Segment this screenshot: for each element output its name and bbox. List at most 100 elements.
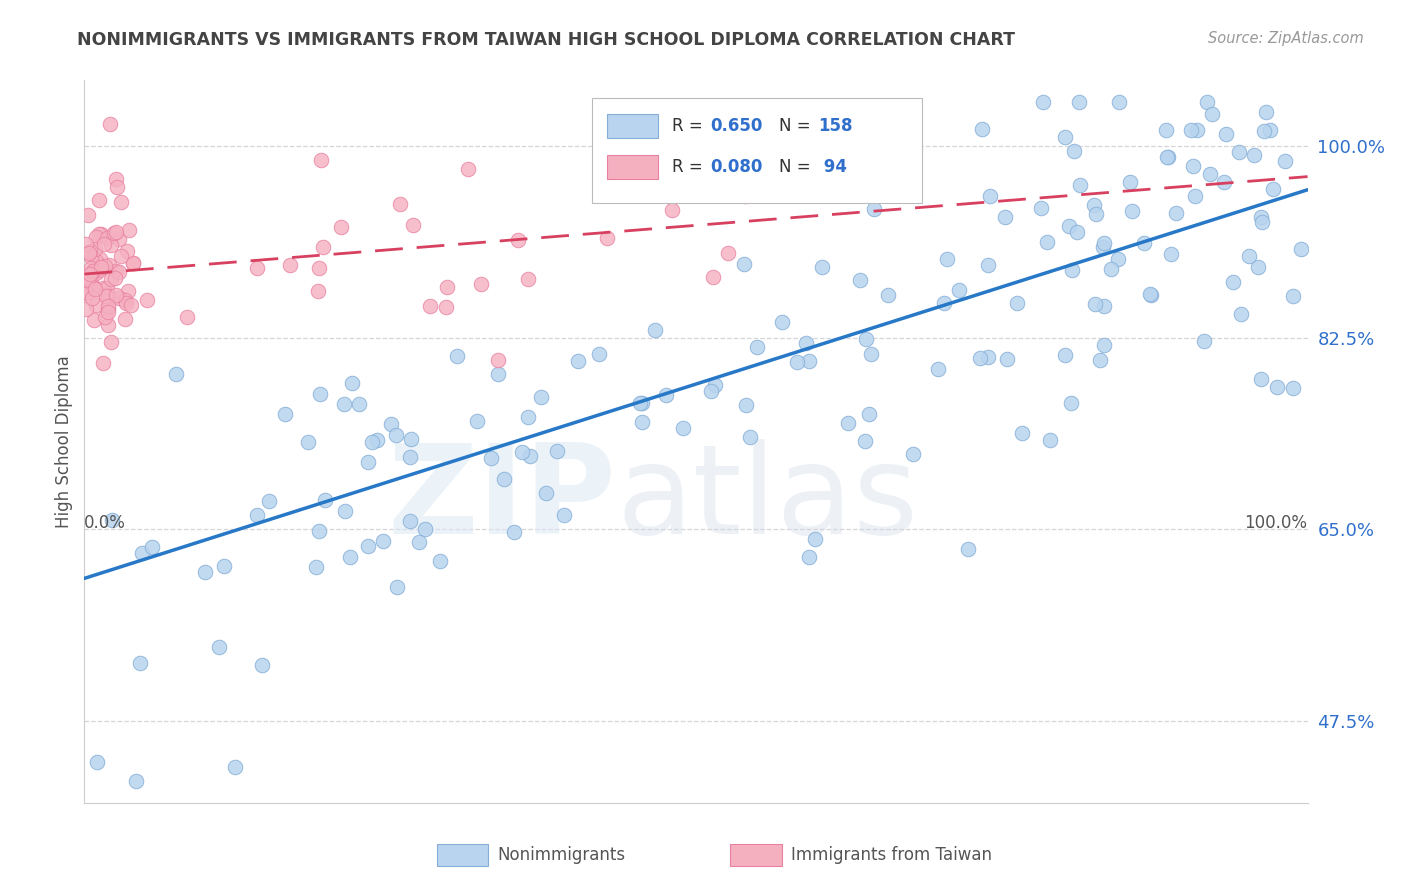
Point — [969, 351, 991, 366]
Point — [97, 304, 120, 318]
Point — [1092, 338, 1115, 352]
Point — [335, 504, 357, 518]
Point — [927, 361, 949, 376]
Point — [1237, 249, 1260, 263]
Point — [309, 153, 332, 168]
Point — [94, 310, 117, 324]
Text: 0.080: 0.080 — [710, 158, 763, 176]
Point — [1254, 105, 1277, 120]
Point — [876, 287, 898, 301]
Point — [408, 535, 430, 549]
Point — [165, 367, 187, 381]
Point — [457, 162, 479, 177]
Point — [84, 253, 107, 268]
Point — [118, 222, 141, 236]
Text: 94: 94 — [818, 158, 848, 176]
Text: 0.650: 0.650 — [710, 117, 763, 135]
Point — [1184, 189, 1206, 203]
Point — [804, 532, 827, 546]
Point — [80, 260, 103, 275]
Point — [96, 287, 118, 301]
Point — [349, 396, 371, 410]
Point — [105, 225, 128, 239]
Point — [1154, 123, 1177, 137]
Point — [1092, 235, 1115, 250]
Point — [274, 407, 297, 421]
Point — [849, 272, 872, 286]
Point — [770, 315, 793, 329]
Point — [1222, 276, 1244, 290]
Point — [1088, 353, 1111, 368]
Text: N =: N = — [779, 117, 815, 135]
Point — [1057, 219, 1080, 233]
Point — [83, 243, 105, 257]
Point — [108, 291, 131, 305]
Point — [110, 194, 132, 209]
Text: R =: R = — [672, 117, 707, 135]
FancyBboxPatch shape — [606, 154, 658, 179]
Point — [333, 397, 356, 411]
Point — [246, 261, 269, 276]
Point — [1160, 246, 1182, 260]
Point — [1092, 240, 1115, 254]
Point — [94, 259, 117, 273]
Point — [141, 541, 163, 555]
FancyBboxPatch shape — [437, 844, 488, 865]
Point — [446, 349, 468, 363]
Point — [419, 300, 441, 314]
Point — [93, 236, 115, 251]
Point — [86, 755, 108, 769]
Point — [80, 276, 103, 290]
Point — [863, 202, 886, 216]
Point — [339, 549, 361, 564]
FancyBboxPatch shape — [606, 113, 658, 138]
Point — [786, 354, 808, 368]
Point — [492, 472, 515, 486]
Point — [465, 414, 488, 428]
Point — [308, 261, 330, 276]
Point — [1187, 122, 1209, 136]
Point — [91, 281, 114, 295]
Point — [979, 189, 1001, 203]
Text: 158: 158 — [818, 117, 853, 135]
Point — [434, 300, 457, 314]
Point — [380, 417, 402, 431]
Point — [1227, 145, 1250, 159]
Point — [114, 293, 136, 307]
Point — [1230, 308, 1253, 322]
Point — [1011, 426, 1033, 441]
Point — [977, 351, 1000, 365]
Point — [87, 194, 110, 208]
Point — [84, 282, 107, 296]
Point — [519, 450, 541, 464]
Point — [1156, 150, 1178, 164]
Text: 100.0%: 100.0% — [1244, 514, 1308, 532]
Point — [1060, 263, 1083, 277]
Point — [1213, 175, 1236, 189]
Point — [733, 257, 755, 271]
Point — [734, 188, 756, 202]
Point — [297, 434, 319, 449]
Point — [96, 281, 118, 295]
Point — [661, 203, 683, 218]
Point — [131, 546, 153, 560]
Point — [83, 313, 105, 327]
Point — [308, 524, 330, 538]
Point — [1053, 129, 1076, 144]
Point — [117, 284, 139, 298]
Point — [429, 554, 451, 568]
Text: N =: N = — [779, 158, 815, 176]
Point — [1133, 235, 1156, 250]
Point — [1282, 289, 1305, 303]
Point — [246, 508, 269, 523]
Point — [90, 260, 112, 275]
Point — [1182, 159, 1205, 173]
Point — [1197, 95, 1219, 110]
Text: Nonimmigrants: Nonimmigrants — [498, 846, 626, 863]
Point — [104, 172, 127, 186]
Point — [1180, 123, 1202, 137]
Point — [100, 238, 122, 252]
Point — [1083, 198, 1105, 212]
Point — [1007, 295, 1029, 310]
Point — [1250, 215, 1272, 229]
